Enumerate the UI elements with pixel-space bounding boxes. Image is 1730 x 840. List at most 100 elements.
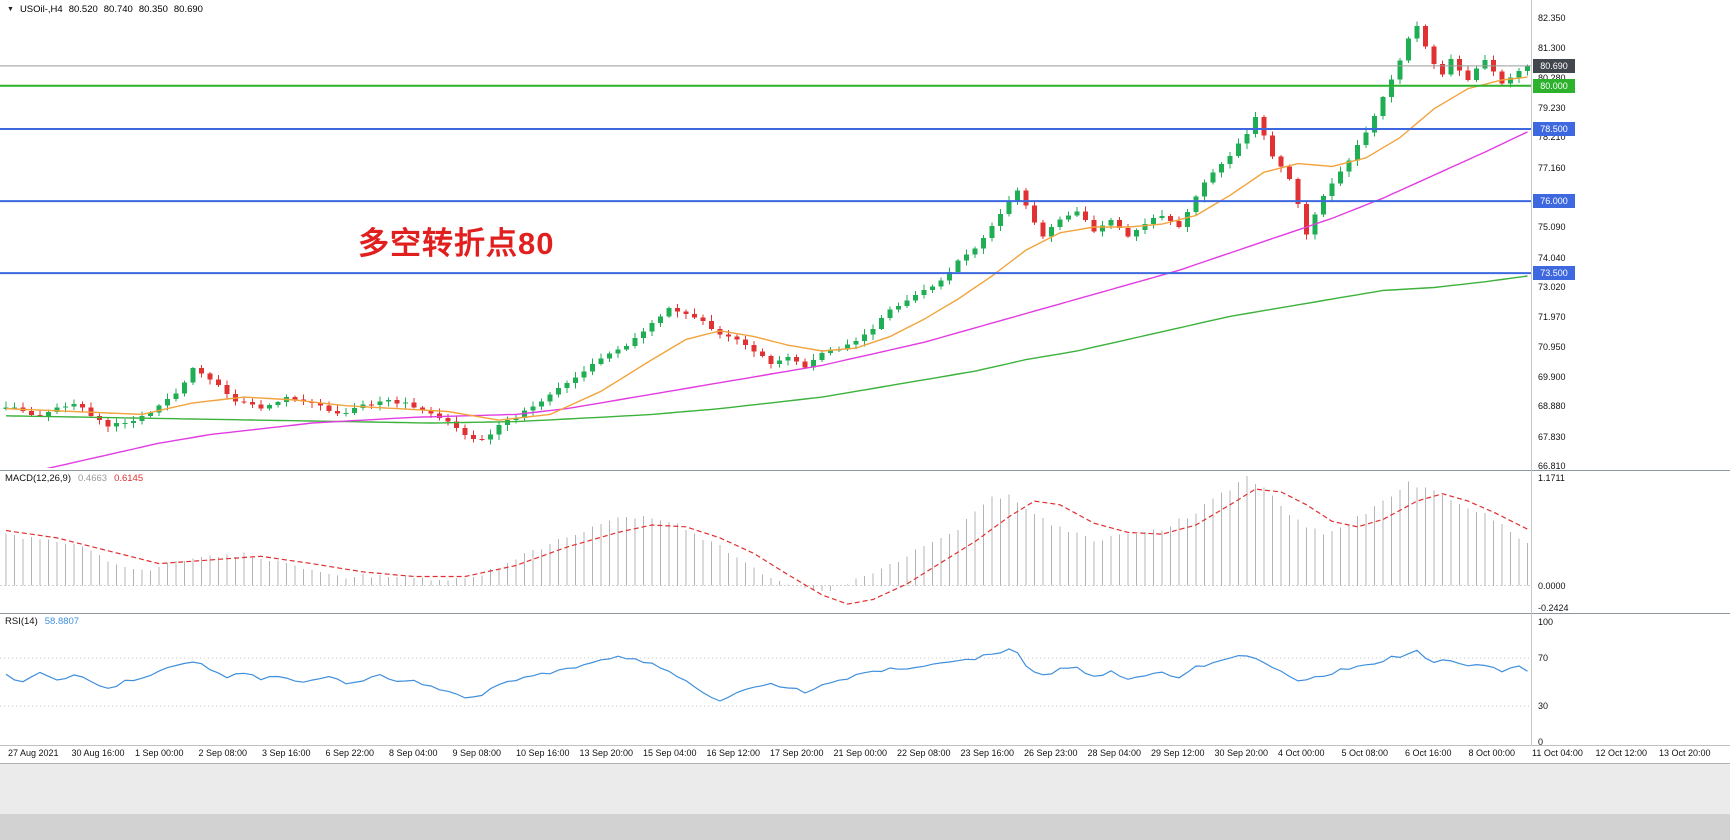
candle [105,416,111,433]
candle [1032,201,1037,226]
candle [462,424,468,440]
candles-layer[interactable] [3,21,1531,445]
candle [777,355,782,368]
candle [938,277,944,290]
trend-annotation[interactable]: 多空转折点80 [358,226,555,261]
candle [751,340,757,357]
candle [590,358,595,376]
candle [275,400,281,408]
price-axis-label: 80.280 [1538,72,1566,83]
candle [207,371,213,385]
candle [292,395,298,402]
time-axis[interactable]: 27 Aug 2021 30 Aug 16:00 1 Sep 00:00 2 Sep … [0,747,1730,762]
candle [709,315,714,331]
candle [343,407,349,417]
candle [794,354,799,365]
candle [981,234,986,254]
level-lines-layer[interactable] [0,65,1532,275]
rsi-line [5,648,1528,702]
candle [12,402,17,410]
candle [1193,195,1199,216]
candle [488,429,493,445]
candle [1006,196,1012,217]
candle [896,302,901,313]
candle [1295,177,1301,209]
bid-price-badge: 80.690 [1533,58,1575,73]
candle [913,290,918,304]
price-axis-label: 78.210 [1538,132,1566,143]
candle [29,406,34,417]
candle [1176,216,1182,229]
candle [1338,166,1343,187]
time-axis-label: 4 Oct 00:00 [1278,748,1325,758]
candle [564,380,570,394]
price-axis[interactable]: 82.35081.30080.28079.23078.21077.16076.1… [1532,0,1730,747]
level-price-badge: 73.500 [1533,266,1575,281]
price-axis-label: 73.020 [1538,281,1566,292]
slow-ma-green-line [5,275,1528,424]
candle [615,345,621,358]
time-axis-label: 23 Sep 16:00 [960,748,1015,758]
candle [403,397,408,409]
time-axis-label: 11 Oct 04:00 [1532,748,1583,758]
candle [811,354,816,371]
time-axis-label: 10 Sep 16:00 [516,748,570,758]
candle [539,398,544,411]
candle [1448,54,1454,77]
candle [250,398,255,408]
candle [955,258,961,275]
candle [692,308,697,320]
candle [556,382,561,398]
candle [1321,193,1326,218]
candle [114,418,119,432]
candle [216,375,221,387]
candle [1227,151,1233,169]
candle [1236,138,1241,158]
price-axis-label: 77.160 [1538,162,1566,173]
candle [182,380,187,397]
level-price-badge: 80.000 [1533,78,1575,93]
bottom-bar [0,814,1730,840]
candle [1499,69,1505,87]
candle [1440,60,1445,77]
mid-ma-magenta-line [46,131,1528,468]
price-axis-label: 70.950 [1538,341,1566,352]
candle [1185,208,1190,233]
candle [1066,211,1071,222]
macd-main-value: 0.4663 [78,473,108,484]
candle [122,419,128,429]
candle [46,409,51,421]
candle [1074,207,1080,217]
candle [768,354,774,369]
candle [1278,155,1284,173]
time-axis-label: 13 Sep 20:00 [579,748,634,758]
macd-indicator-label: MACD(12,26,9) 0.4663 0.6145 [5,473,143,484]
time-axis-label: 1 Sep 00:00 [135,748,184,758]
candle [224,380,230,399]
candle [972,246,978,258]
candle [352,403,357,416]
candle [1125,224,1131,238]
candle [1244,129,1250,150]
time-axis-label: 12 Oct 12:00 [1595,748,1648,758]
candle [598,353,604,366]
candle [1474,65,1479,82]
candle [1057,216,1063,230]
candle [717,325,723,339]
candle [1329,177,1335,202]
candle [828,347,833,356]
macd-name: MACD(12,26,9) [5,473,71,484]
price-axis-label: 74.040 [1538,252,1566,263]
candle [1287,164,1292,181]
chart-canvas[interactable] [0,0,1730,746]
symbol-dropdown-icon[interactable]: ▼ [7,5,14,13]
time-axis-label: 30 Sep 20:00 [1214,748,1269,758]
candle [54,403,60,414]
candle [1372,113,1377,137]
candle [454,416,459,432]
level-price-badge: 76.000 [1533,194,1575,209]
candle [573,372,578,389]
rsi-indicator-label: RSI(14) 58.8807 [5,616,79,627]
rsi-axis-label: 70 [1538,653,1549,663]
candle [1312,211,1318,240]
